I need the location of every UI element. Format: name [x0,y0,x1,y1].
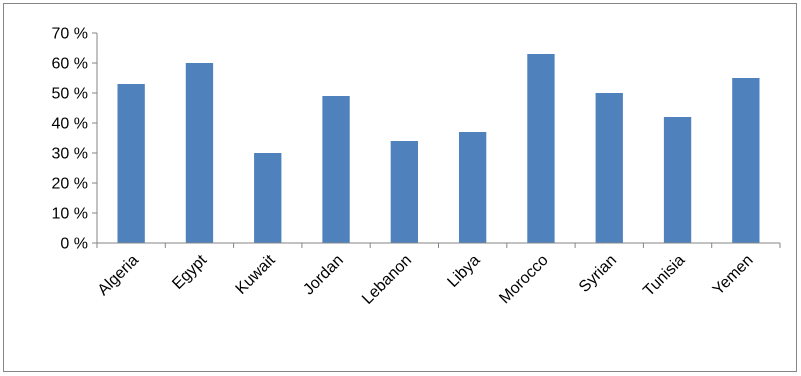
bars [117,54,760,243]
bar-morocco [527,54,555,243]
y-tick-label: 30 % [52,146,88,163]
y-tick-label: 20 % [52,176,88,193]
x-tick-label: Libya [444,252,483,291]
x-tick-label: Yemen [710,252,757,299]
bar-yemen [732,78,760,243]
x-tick-label: Algeria [95,252,142,299]
y-axis-ticks [92,32,97,244]
x-tick-label: Kuwait [233,251,279,297]
y-tick-label: 50 % [52,86,88,103]
bar-tunisia [663,117,692,243]
bar-egypt [185,63,214,243]
bar-algeria [117,84,145,243]
x-tick-label: Egypt [169,251,210,292]
x-tick-label: Morocco [496,252,551,307]
x-tick-label: Syrian [576,252,620,296]
y-tick-label: 0 % [60,236,88,253]
bar-lebanon [390,141,419,243]
x-axis-ticks [96,243,781,248]
bar-syrian [595,93,623,243]
x-tick-label: Jordan [300,252,347,299]
x-tick-label: Lebanon [359,252,415,308]
y-tick-label: 10 % [52,206,88,223]
x-tick-label: Tunisia [640,252,688,300]
bar-jordan [322,96,350,243]
x-axis-labels: Algeria Egypt Kuwait Jordan Lebanon Libya Moro… [95,251,757,307]
y-tick-label: 60 % [52,56,88,73]
bar-libya [458,132,487,243]
y-tick-label: 40 % [52,116,88,133]
bar-kuwait [254,153,282,243]
y-tick-label: 70 % [52,26,88,43]
y-axis-labels: 0 % 10 % 20 % 30 % 40 % 50 % 60 % 70 % [52,26,88,253]
